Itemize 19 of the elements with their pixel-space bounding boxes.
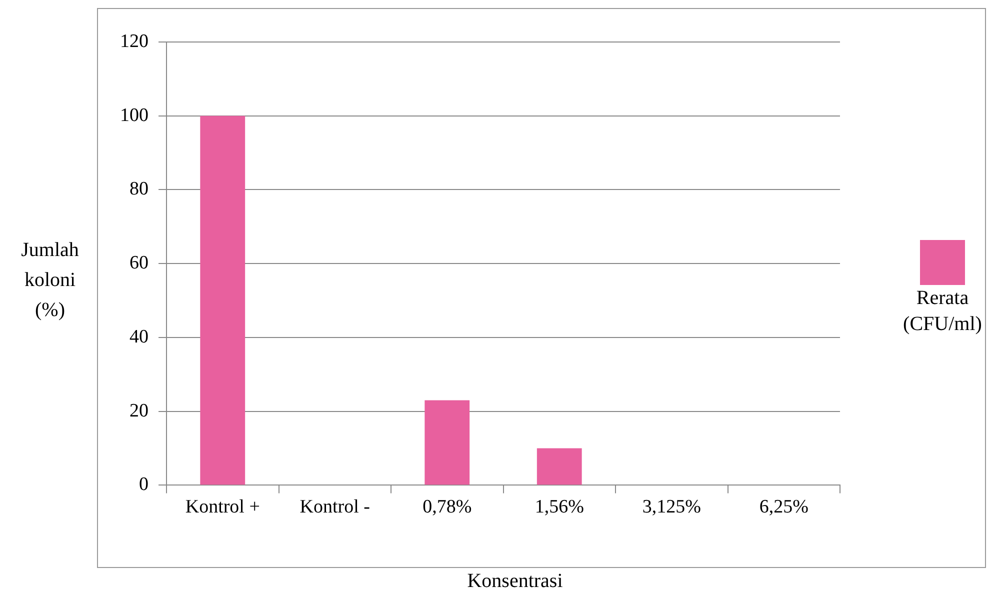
y-axis-title: Jumlah koloni (%) [20,238,80,323]
bar [536,448,582,485]
y-tick-label: 80 [130,178,148,200]
x-tick-label: 3,125% [642,496,702,518]
x-tick-label: 0,78% [422,496,472,518]
x-tick-label: Kontrol + [185,496,260,518]
y-tick-label: 40 [130,326,148,348]
x-tick-label: 6,25% [759,496,809,518]
bar [200,116,246,485]
legend-label: Rerata (CFU/ml) [902,286,983,337]
y-tick-label: 120 [120,30,148,52]
x-tick-label: 1,56% [534,496,584,518]
y-tick-label: 100 [120,104,148,126]
x-tick-label: Kontrol - [300,496,370,518]
x-axis-title: Konsentrasi [466,570,564,593]
y-tick-label: 60 [130,252,148,274]
y-tick-label: 0 [139,474,148,496]
bar [424,400,470,485]
y-tick-label: 20 [130,400,148,422]
